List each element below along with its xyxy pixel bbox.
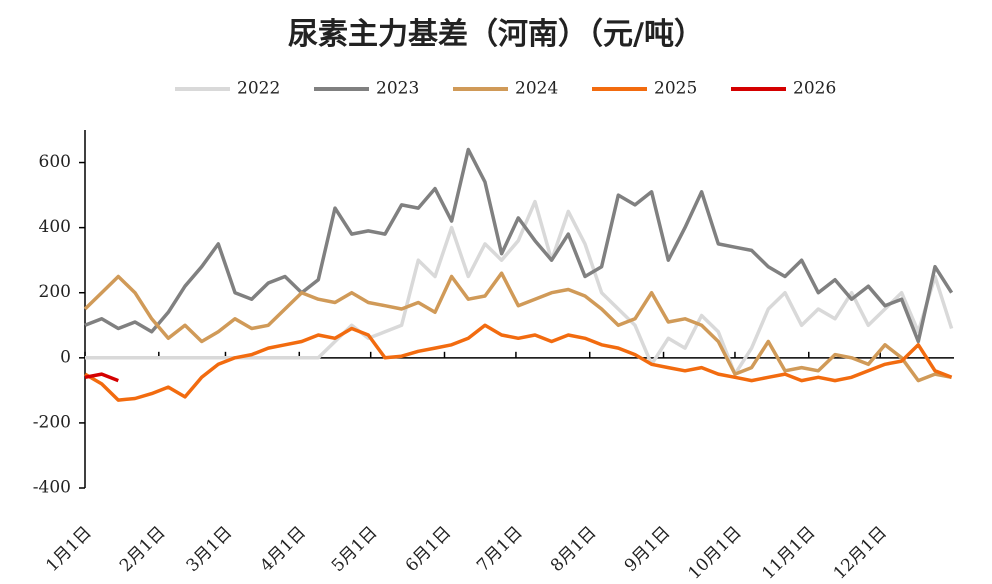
legend-label: 2022 xyxy=(237,79,280,99)
legend-label: 2026 xyxy=(793,79,836,99)
legend-label: 2023 xyxy=(376,79,419,99)
y-tick-label: -400 xyxy=(33,478,71,498)
x-tick-label: 5月1日 xyxy=(328,523,381,576)
y-tick-label: 0 xyxy=(60,347,71,367)
legend-label: 2024 xyxy=(515,79,558,99)
y-tick-label: -200 xyxy=(33,412,71,432)
x-tick-label: 10月1日 xyxy=(685,523,746,584)
x-tick-label: 11月1日 xyxy=(758,523,819,584)
x-tick-label: 6月1日 xyxy=(402,523,455,576)
y-tick-label: 600 xyxy=(39,152,71,172)
series-line xyxy=(84,323,953,402)
x-tick-label: 1月1日 xyxy=(42,523,95,576)
legend-label: 2025 xyxy=(654,79,697,99)
x-tick-label: 12月1日 xyxy=(830,523,891,584)
series-line xyxy=(83,271,952,383)
y-tick-label: 400 xyxy=(39,217,71,237)
x-tick-label: 3月1日 xyxy=(183,523,236,576)
x-tick-label: 8月1日 xyxy=(547,523,600,576)
x-tick-label: 7月1日 xyxy=(473,523,526,576)
y-tick-label: 200 xyxy=(39,282,71,302)
series-line xyxy=(84,147,954,344)
x-tick-label: 4月1日 xyxy=(257,523,310,576)
x-tick-label: 2月1日 xyxy=(116,523,169,576)
series-line xyxy=(84,372,119,383)
chart-title: 尿素主力基差（河南）（元/吨） xyxy=(288,17,704,52)
series-line xyxy=(85,199,954,376)
x-tick-label: 9月1日 xyxy=(621,523,674,576)
